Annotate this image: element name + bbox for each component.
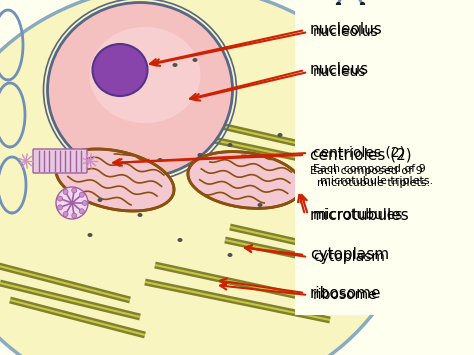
Ellipse shape [47,2,233,178]
Ellipse shape [177,238,182,242]
Ellipse shape [0,0,415,355]
Ellipse shape [90,27,201,123]
Text: centrioles (2): centrioles (2) [310,147,411,163]
Text: Each composed of 9
  microtubule triplets.: Each composed of 9 microtubule triplets. [313,164,433,186]
Text: microtubules: microtubules [310,208,410,223]
Text: cytoplasm: cytoplasm [313,250,385,264]
FancyBboxPatch shape [295,5,473,315]
Ellipse shape [192,58,198,62]
Text: Each composed of 9
  microtubule triplets.: Each composed of 9 microtubule triplets. [310,166,430,188]
Text: nucleolus: nucleolus [313,25,379,39]
Text: ribosome: ribosome [313,288,378,302]
Ellipse shape [228,143,233,147]
Ellipse shape [56,187,88,219]
Ellipse shape [88,233,92,237]
Ellipse shape [173,63,177,67]
Text: ribosome: ribosome [310,285,382,300]
Ellipse shape [308,193,312,197]
Ellipse shape [157,158,163,162]
Ellipse shape [57,205,63,210]
Text: nucleus: nucleus [313,65,366,79]
Polygon shape [188,152,302,208]
Ellipse shape [57,196,63,201]
Ellipse shape [302,168,308,172]
Text: centrioles (2): centrioles (2) [313,146,405,160]
Ellipse shape [198,153,202,157]
Ellipse shape [79,192,84,197]
Ellipse shape [72,213,77,218]
Text: cytoplasm: cytoplasm [310,247,389,262]
Ellipse shape [79,209,84,214]
Ellipse shape [277,133,283,137]
Ellipse shape [257,203,263,207]
Text: nucleus: nucleus [310,62,369,77]
Ellipse shape [347,223,353,227]
Ellipse shape [137,213,143,217]
Ellipse shape [63,212,68,217]
Text: nucleolus: nucleolus [310,22,383,38]
Polygon shape [56,149,174,211]
Ellipse shape [82,201,87,206]
Ellipse shape [92,44,147,96]
Ellipse shape [63,190,68,195]
Ellipse shape [98,198,102,202]
Ellipse shape [72,188,77,193]
FancyBboxPatch shape [33,149,87,173]
Ellipse shape [228,253,233,257]
Text: microtubules: microtubules [313,208,403,222]
